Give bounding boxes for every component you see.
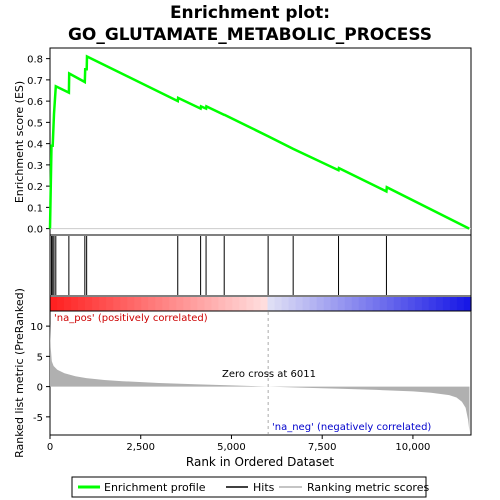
legend-profile-label: Enrichment profile [104, 481, 206, 494]
es-tick-label: 0.4 [27, 140, 43, 151]
metric-axis-label: Ranked list metric (PreRanked) [13, 288, 26, 458]
colorbar-segment [141, 297, 149, 311]
colorbar-segment [400, 297, 409, 311]
colorbar-segment [190, 297, 198, 311]
colorbar-segment [393, 297, 402, 311]
colorbar-segment [344, 297, 353, 311]
colorbar-segment [78, 297, 86, 311]
colorbar-segment [106, 297, 114, 311]
colorbar-segment [204, 297, 212, 311]
colorbar-segment [218, 297, 227, 311]
metric-tick-label: 0 [37, 383, 43, 394]
colorbar-segment [435, 297, 444, 311]
colorbar-segment [211, 297, 219, 311]
chart-title-line1: Enrichment plot: [170, 3, 330, 23]
colorbar-segment [239, 297, 248, 311]
colorbar-segment [316, 297, 325, 311]
colorbar-segment [134, 297, 142, 311]
colorbar-segment [64, 297, 72, 311]
colorbar-segment [365, 297, 374, 311]
chart-title-line2: GO_GLUTAMATE_METABOLIC_PROCESS [68, 25, 432, 45]
metric-tick-label: 10 [30, 322, 43, 333]
es-tick-label: 0.1 [27, 203, 43, 214]
colorbar-segment [414, 297, 423, 311]
colorbar-segment [176, 297, 184, 311]
colorbar-segment [449, 297, 458, 311]
colorbar-segment [232, 297, 241, 311]
hits-panel-frame [49, 234, 472, 297]
colorbar-segment [428, 297, 437, 311]
colorbar-segment [57, 297, 65, 311]
colorbar-segment [379, 297, 388, 311]
legend-hits-label: Hits [253, 481, 275, 494]
es-tick-label: 0.7 [27, 76, 43, 87]
enrichment-profile-line [48, 54, 470, 230]
colorbar-segment [113, 297, 121, 311]
metric-tick-label: -5 [33, 413, 43, 424]
colorbar-segment [337, 297, 346, 311]
x-tick-label: 2,500 [126, 442, 155, 453]
colorbar-segment [281, 297, 290, 311]
colorbar-segment [148, 297, 156, 311]
es-axis-label: Enrichment score (ES) [13, 81, 26, 203]
colorbar-segment [71, 297, 79, 311]
x-tick-label: 0 [47, 442, 53, 453]
colorbar-segment [85, 297, 93, 311]
es-tick-label: 0.2 [27, 182, 43, 193]
es-tick-label: 0.0 [27, 225, 43, 236]
colorbar-segment [407, 297, 416, 311]
colorbar-segment [50, 297, 58, 311]
colorbar-segment [267, 297, 276, 311]
colorbar-segment [99, 297, 107, 311]
colorbar-segment [253, 297, 262, 311]
colorbar-segment [288, 297, 297, 311]
x-tick-label: 10,000 [395, 442, 430, 453]
x-tick-label: 5,000 [217, 442, 246, 453]
colorbar-segment [463, 297, 472, 311]
colorbar-segment [421, 297, 430, 311]
colorbar-segment [162, 297, 170, 311]
colorbar-segment [386, 297, 395, 311]
es-panel-frame [49, 47, 472, 236]
colorbar-segment [309, 297, 318, 311]
colorbar-segment [225, 297, 234, 311]
colorbar-segment [127, 297, 135, 311]
colorbar-segment [358, 297, 367, 311]
colorbar-segment [302, 297, 311, 311]
colorbar-segment [372, 297, 381, 311]
colorbar-segment [351, 297, 360, 311]
colorbar-segment [260, 297, 269, 311]
colorbar-segment [274, 297, 283, 311]
x-tick-label: 7,500 [308, 442, 337, 453]
colorbar-segment [456, 297, 465, 311]
colorbar-segment [197, 297, 205, 311]
legend-box [71, 476, 427, 498]
es-tick-label: 0.8 [27, 55, 43, 66]
colorbar-segment [330, 297, 339, 311]
colorbar-segment [442, 297, 451, 311]
metric-tick-label: 5 [37, 352, 43, 363]
label-zero-cross: Zero cross at 6011 [222, 369, 316, 380]
colorbar-segment [92, 297, 100, 311]
colorbar-segment [246, 297, 255, 311]
colorbar-segment [155, 297, 163, 311]
es-tick-label: 0.3 [27, 161, 43, 172]
colorbar-segment [323, 297, 332, 311]
x-axis-label: Rank in Ordered Dataset [186, 455, 334, 469]
colorbar-segment [295, 297, 304, 311]
colorbar-segment [183, 297, 191, 311]
colorbar-segment [169, 297, 177, 311]
legend-metric-label: Ranking metric scores [307, 481, 429, 494]
label-na-pos: 'na_pos' (positively correlated) [54, 313, 208, 324]
es-tick-label: 0.6 [27, 97, 43, 108]
colorbar-segment [120, 297, 128, 311]
label-na-neg: 'na_neg' (negatively correlated) [272, 422, 431, 433]
es-tick-label: 0.5 [27, 118, 43, 129]
